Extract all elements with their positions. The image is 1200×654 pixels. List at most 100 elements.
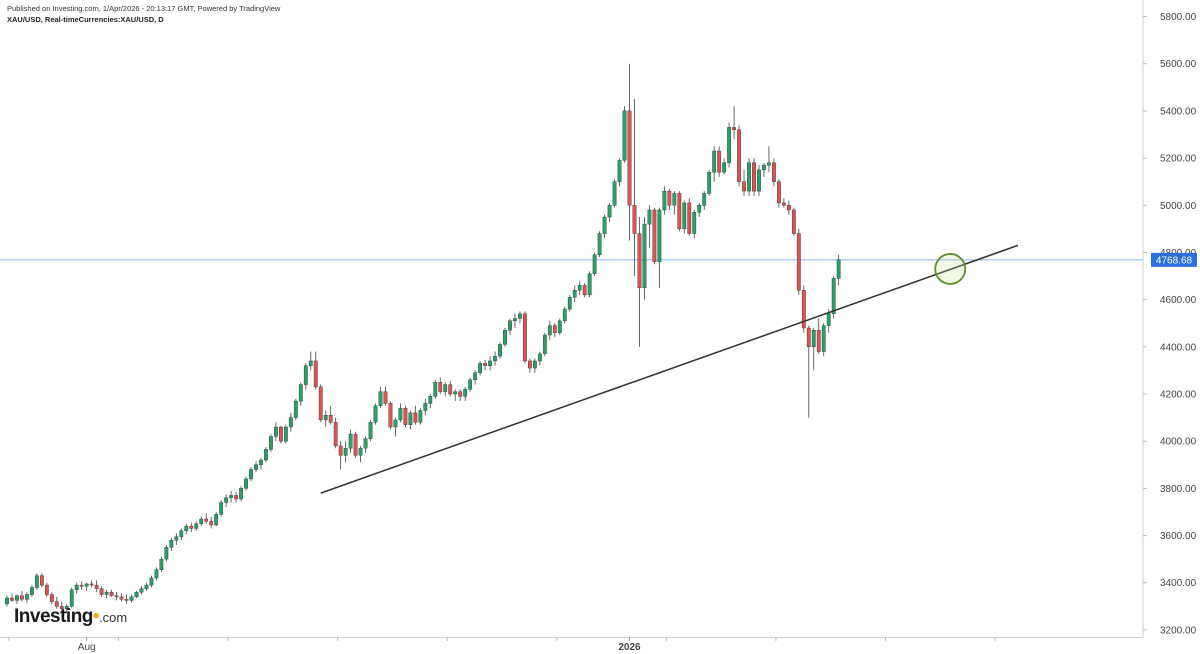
candle [801,285,806,333]
candle [353,431,358,458]
candle [403,405,408,428]
candle [224,494,229,508]
candle-body [443,384,448,392]
candle-body [503,330,507,345]
candle-body [383,391,388,404]
candle [20,590,24,602]
candle [597,231,602,258]
candle-body [532,360,537,369]
candle [682,200,687,234]
candle [283,424,288,444]
candle [717,146,722,177]
candle [254,461,258,472]
candle [164,544,169,562]
candle-body [184,525,189,532]
highlight-circle [934,253,967,285]
candle [672,191,677,215]
candle-body [433,382,438,397]
logo-suffix: .com [99,610,128,625]
logo-name: Investing [14,606,93,627]
candle-body [612,181,617,206]
candle-body [49,594,54,602]
candle-body [816,330,821,352]
candle [687,198,692,236]
candle [214,511,219,527]
candle-body [298,384,303,402]
candle-body [378,391,383,406]
candle [811,327,816,371]
candle [328,405,333,425]
candle-body [627,110,632,206]
candle-body [528,360,532,369]
candle-body [224,497,229,503]
candle [727,122,732,168]
candle [468,377,473,392]
candle-body [667,190,672,206]
candle [159,556,164,573]
candle-body [293,400,298,418]
y-tick-label: 5800.00 [1160,12,1197,23]
candle-body [727,127,732,163]
candle-body [39,575,44,586]
candle-body [119,596,124,600]
candle [821,323,826,357]
candle [657,207,662,288]
candle [692,209,697,239]
candle [632,99,637,277]
x-tick-label: Aug [78,642,96,653]
candle [562,306,567,324]
candle [587,271,592,298]
x-tick-label: 2026 [618,642,641,653]
candle [443,382,448,397]
candle [458,389,463,402]
candle [49,592,54,604]
candle [493,351,497,366]
candle [722,158,727,175]
candle [438,377,443,394]
candle-body [652,209,657,263]
candle-body [239,488,243,500]
candle [264,447,268,463]
candle-body [318,386,323,421]
candle-body [587,273,592,296]
y-tick-label: 5600.00 [1160,59,1197,70]
candle-body [592,254,597,274]
candle-body [692,212,697,234]
candle-body [791,209,796,234]
candle [816,318,821,354]
candle-body [204,518,209,522]
candle [627,63,632,241]
candle-body [244,478,248,489]
candle [129,594,134,603]
candle [622,106,627,163]
candle-body [288,417,293,428]
candle [39,573,44,588]
candle [637,217,642,347]
candle-body [767,162,771,166]
candle-body [84,583,89,587]
candle [293,398,298,420]
candle [104,589,109,599]
candle-body [836,259,841,279]
candle-body [473,372,478,381]
candle-body [567,297,572,310]
candle [149,575,154,588]
candle [831,276,836,319]
candle [806,325,811,418]
candle-body [249,469,253,480]
candle [786,200,791,215]
candle [791,207,796,236]
candle [44,582,49,597]
candle [59,601,64,614]
candle [308,351,313,371]
candle-body [139,588,144,593]
candle [54,596,59,609]
candle [184,523,189,535]
candle-body [597,233,602,255]
candle-body [632,205,637,234]
candle-body [707,172,712,194]
candle-body [269,436,273,450]
candle-body [537,353,542,362]
candle-body [209,521,214,526]
